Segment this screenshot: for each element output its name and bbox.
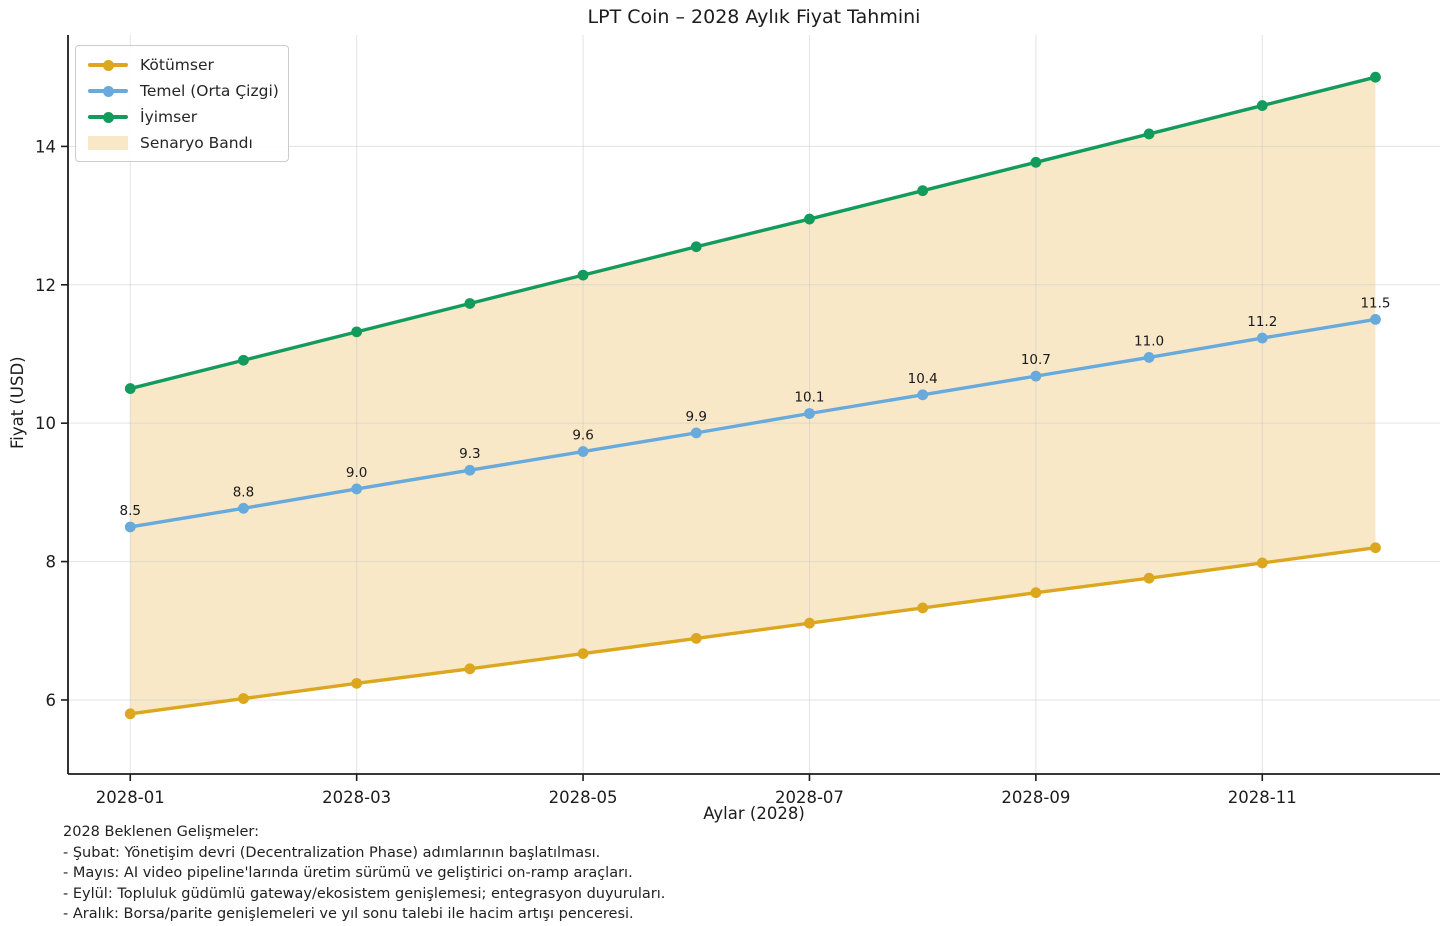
y-tick-label: 12 (35, 276, 56, 295)
data-label: 11.0 (1134, 333, 1164, 349)
data-point (1370, 542, 1381, 554)
data-point (804, 408, 815, 419)
y-tick-label: 10 (35, 414, 56, 433)
series-line-İyimser (128, 75, 1378, 391)
data-point (577, 648, 589, 660)
y-tick-label: 8 (46, 553, 57, 572)
legend-item: İyimser (88, 105, 276, 128)
x-tick-label: 2028-03 (322, 788, 391, 807)
data-point (1030, 587, 1042, 599)
data-point (1030, 156, 1042, 168)
data-label: 11.2 (1247, 314, 1277, 330)
legend-line-icon (88, 110, 128, 124)
data-point (690, 632, 702, 644)
legend: Kötümser Temel (Orta Çizgi) İyimser Senaryo… (75, 45, 289, 162)
data-label: 10.7 (1021, 352, 1051, 368)
data-point (1256, 557, 1268, 569)
data-point (351, 483, 363, 495)
data-point (124, 708, 136, 720)
annotation-line: - Eylül: Topluluk güdümlü gateway/ekosis… (63, 885, 666, 902)
data-label: 8.5 (120, 503, 141, 519)
y-tick-label: 14 (35, 137, 56, 156)
data-point (464, 464, 476, 476)
legend-label: Kötümser (140, 55, 214, 74)
legend-label: Temel (Orta Çizgi) (140, 81, 279, 100)
data-point (804, 213, 815, 225)
y-tick-label: 6 (46, 691, 57, 710)
data-point (351, 677, 363, 689)
legend-item: Kötümser (88, 53, 276, 76)
data-point (238, 354, 249, 366)
data-point (1370, 71, 1381, 83)
data-point (577, 446, 589, 457)
data-point (1143, 572, 1155, 584)
series-line-Temel (Orta Çizgi) (128, 317, 1378, 529)
annotation-block: 2028 Beklenen Gelişmeler: - Şubat: Yönet… (63, 822, 665, 925)
data-label: 9.0 (346, 465, 367, 481)
data-point (1256, 100, 1268, 111)
data-label: 10.1 (794, 389, 824, 405)
x-tick-label: 2028-09 (1001, 788, 1070, 807)
legend-label: İyimser (140, 107, 198, 126)
y-axis-label: Fiyat (USD) (8, 356, 27, 449)
scenario-band (130, 77, 1376, 714)
data-point (1143, 352, 1155, 363)
data-label: 10.4 (908, 371, 938, 387)
data-label: 9.9 (686, 409, 707, 425)
legend-patch-icon (88, 135, 128, 150)
data-point (1030, 370, 1042, 382)
x-tick-label: 2028-11 (1228, 788, 1297, 807)
data-point (464, 298, 476, 309)
data-point (1143, 128, 1155, 140)
data-point (917, 185, 929, 197)
data-point (238, 502, 249, 514)
x-tick-label: 2028-01 (96, 788, 165, 807)
data-label: 9.3 (459, 446, 480, 462)
data-point (917, 602, 929, 614)
data-label: 11.5 (1360, 295, 1390, 311)
legend-line-icon (88, 58, 128, 72)
data-point (351, 326, 363, 338)
data-point (124, 521, 136, 533)
data-point (1256, 332, 1268, 344)
data-point (1370, 313, 1381, 325)
data-point (577, 269, 589, 281)
series-line-Kötümser (128, 546, 1378, 716)
annotation-line: - Şubat: Yönetişim devri (Decentralizati… (63, 844, 601, 861)
data-point (690, 427, 702, 439)
x-tick-label: 2028-07 (775, 788, 844, 807)
x-tick-label: 2028-05 (549, 788, 618, 807)
x-axis-label: Aylar (2028) (703, 804, 805, 823)
data-point (238, 693, 249, 704)
data-point (464, 663, 476, 675)
chart-title: LPT Coin – 2028 Aylık Fiyat Tahmini (587, 6, 921, 28)
data-label: 8.8 (233, 484, 254, 500)
legend-item: Temel (Orta Çizgi) (88, 79, 279, 102)
annotation-line: - Aralık: Borsa/parite genişlemeleri ve … (63, 906, 634, 922)
data-point (124, 383, 136, 394)
annotation-heading: 2028 Beklenen Gelişmeler: (63, 824, 259, 840)
legend-item: Senaryo Bandı (88, 131, 276, 154)
data-point (690, 241, 702, 253)
legend-label: Senaryo Bandı (140, 133, 253, 152)
data-point (917, 389, 929, 401)
legend-line-icon (88, 84, 128, 98)
data-point (804, 617, 815, 629)
data-label: 9.6 (572, 428, 593, 444)
annotation-line: - Mayıs: AI video pipeline'larında üreti… (63, 865, 633, 881)
